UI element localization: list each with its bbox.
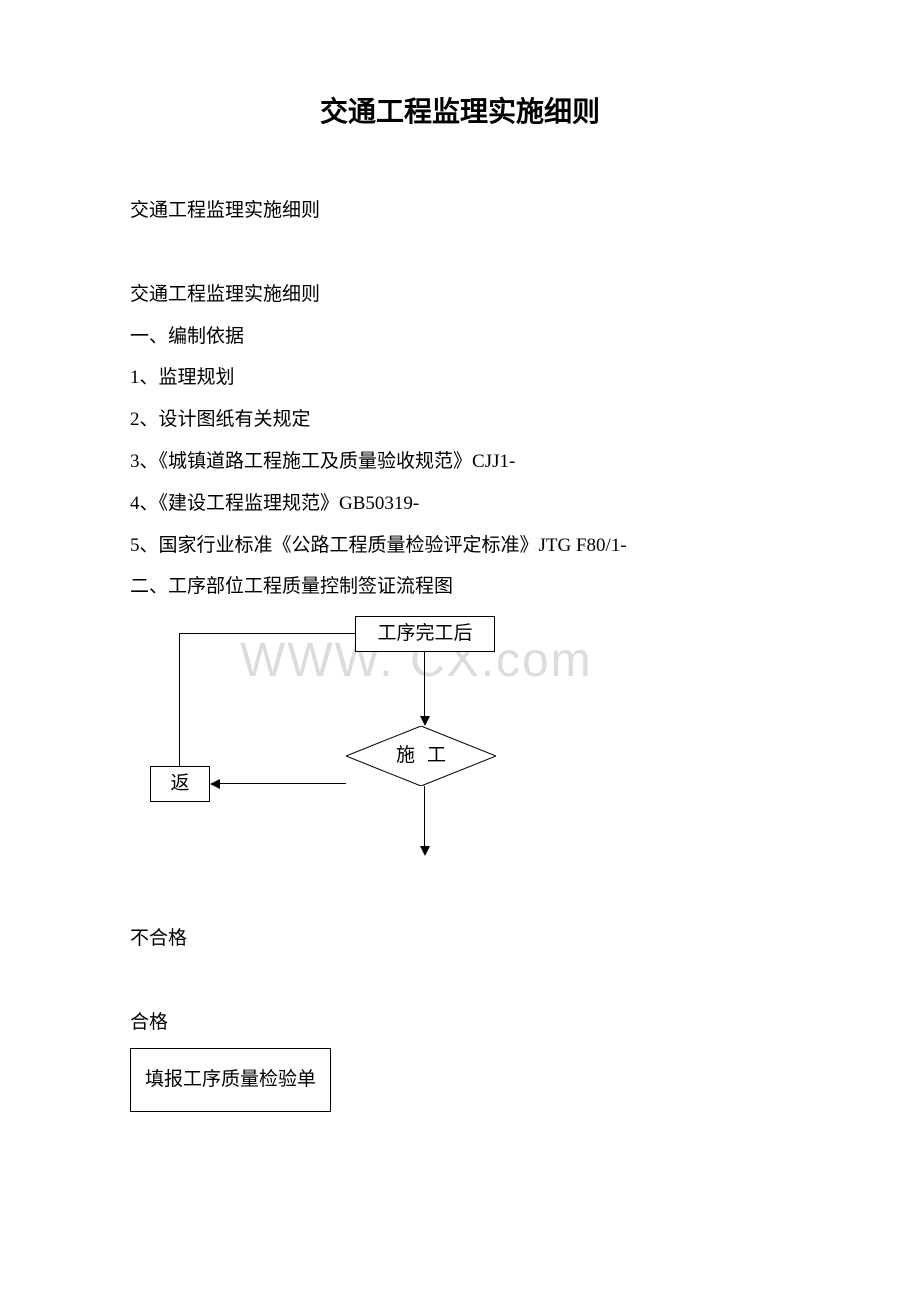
line-2: 交通工程监理实施细则 [130,274,790,316]
line-8: 5、国家行业标准《公路工程质量检验评定标准》JTG F80/1- [130,525,790,567]
flow-node-decision-label: 施工 [346,726,496,786]
flow-node-start: 工序完工后 [355,616,495,652]
line-1: 交通工程监理实施细则 [130,190,790,232]
line-7: 4、《建设工程监理规范》GB50319- [130,483,790,525]
flow-arrow-down2-icon [420,846,430,856]
flow-node-start-label: 工序完工后 [377,613,472,655]
body-text: 交通工程监理实施细则 交通工程监理实施细则 一、编制依据 1、监理规划 2、设计… [130,190,790,1112]
line-5: 2、设计图纸有关规定 [130,399,790,441]
flow-node-return-label: 返 [170,763,189,805]
flow-node-return: 返 [150,766,210,802]
flowchart: WWW. CX.com 工序完工后 施工 返 [130,616,790,876]
flow-node-decision: 施工 [346,726,496,786]
flow-edge-start-decision [424,652,425,716]
flow-edge-decision-down [424,786,425,846]
line-pass: 合格 [130,1002,790,1044]
line-6: 3、《城镇道路工程施工及质量验收规范》CJJ1- [130,441,790,483]
line-3: 一、编制依据 [130,316,790,358]
flow-arrow-down-icon [420,716,430,726]
gap-2 [130,876,790,918]
flow-edge-decision-return [220,783,346,784]
flow-node-report-label: 填报工序质量检验单 [145,1069,316,1090]
flow-edge-return-right [179,633,355,634]
line-9: 二、工序部位工程质量控制签证流程图 [130,566,790,608]
gap [130,232,790,274]
gap-3 [130,960,790,1002]
page-title: 交通工程监理实施细则 [130,90,790,130]
flow-node-report-box: 填报工序质量检验单 [130,1048,331,1112]
flow-arrow-left-icon [210,779,220,789]
flow-edge-return-up [179,633,180,766]
line-fail: 不合格 [130,918,790,960]
line-4: 1、监理规划 [130,357,790,399]
